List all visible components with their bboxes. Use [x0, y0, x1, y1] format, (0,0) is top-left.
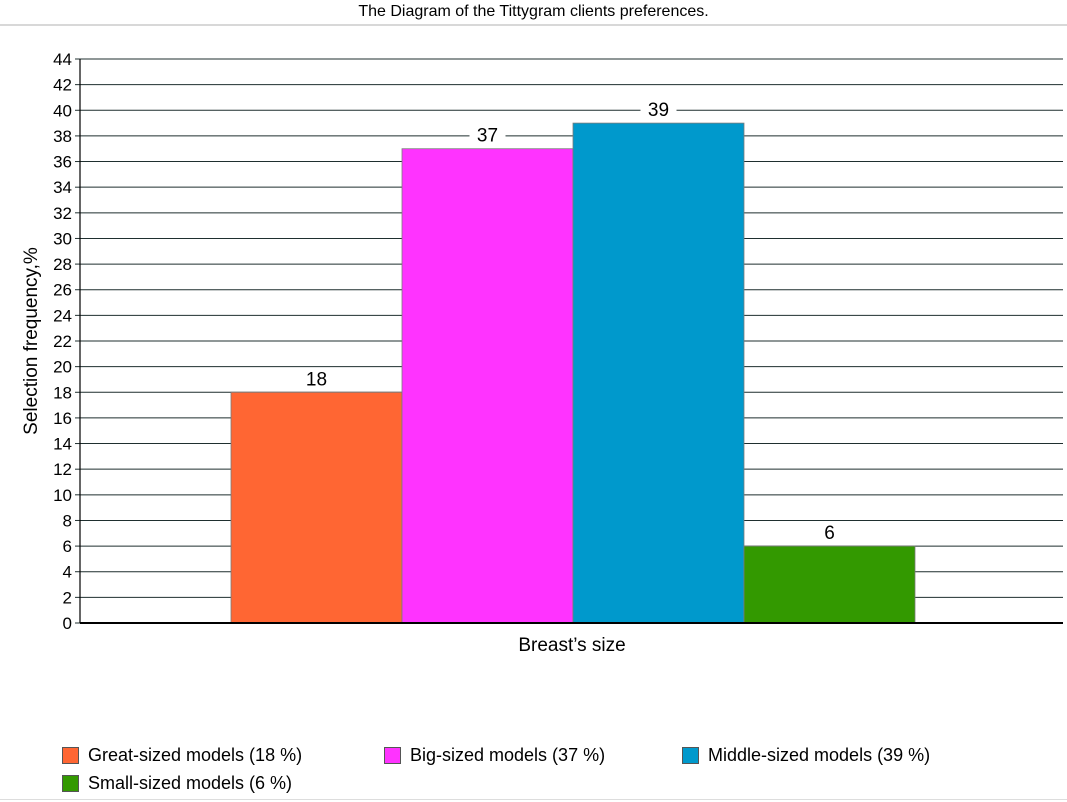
x-axis-label: Breast’s size: [518, 635, 625, 656]
data-label: 39: [648, 100, 669, 121]
bar: [230, 391, 403, 624]
data-label: 18: [306, 369, 327, 390]
bar: [572, 122, 745, 624]
title-bar: The Diagram of the Tittygram clients pre…: [0, 0, 1067, 26]
legend-item-middle-sized: Middle-sized models (39 %): [682, 742, 930, 768]
y-tick-label: 2: [63, 588, 72, 607]
y-tick-label: 18: [53, 383, 72, 402]
y-tick-label: 30: [53, 229, 72, 248]
y-tick-label: 14: [53, 435, 72, 454]
y-tick-label: 4: [63, 563, 72, 582]
bar: [743, 545, 916, 624]
legend-item-small-sized: Small-sized models (6 %): [62, 770, 292, 796]
data-label: 6: [824, 523, 835, 544]
y-tick-label: 10: [53, 486, 72, 505]
legend-label: Great-sized models (18 %): [88, 744, 303, 765]
data-label-background: [640, 100, 677, 121]
legend-swatch-middle-sized: [682, 746, 699, 764]
y-tick-label: 34: [53, 178, 72, 197]
y-tick-label: 24: [53, 306, 72, 325]
y-tick-label: 8: [63, 511, 72, 530]
data-label: 37: [477, 126, 498, 147]
bottom-divider: [0, 799, 1067, 800]
y-tick-label: 16: [53, 409, 72, 428]
y-axis-label: Selection frequency,%: [21, 247, 42, 435]
legend-item-big-sized: Big-sized models (37 %): [384, 742, 605, 768]
bar-chart: 0246810121416182022242628303234363840424…: [21, 50, 1063, 656]
y-tick-label: 40: [53, 101, 72, 120]
y-tick-label: 26: [53, 281, 72, 300]
legend-label: Small-sized models (6 %): [88, 772, 293, 793]
y-tick-label: 44: [53, 50, 72, 69]
y-tick-label: 0: [63, 614, 72, 633]
legend-label: Big-sized models (37 %): [410, 744, 606, 765]
y-tick-label: 36: [53, 153, 72, 172]
legend-swatch-big-sized: [384, 746, 401, 764]
legend-item-great-sized: Great-sized models (18 %): [62, 742, 302, 768]
y-tick-label: 28: [53, 255, 72, 274]
legend-label: Middle-sized models (39 %): [708, 744, 931, 765]
y-tick-label: 20: [53, 358, 72, 377]
legend-swatch-great-sized: [62, 746, 79, 764]
data-label-background: [298, 369, 335, 390]
legend-swatch-small-sized: [62, 774, 79, 792]
data-label-background: [469, 125, 506, 146]
y-tick-label: 38: [53, 127, 72, 146]
data-label-background: [817, 523, 842, 544]
y-tick-label: 32: [53, 204, 72, 223]
y-tick-label: 42: [53, 76, 72, 95]
y-tick-label: 22: [53, 332, 72, 351]
y-tick-label: 6: [63, 537, 72, 556]
chart-title: The Diagram of the Tittygram clients pre…: [358, 3, 709, 20]
y-tick-label: 12: [53, 460, 72, 479]
bar: [401, 148, 574, 624]
